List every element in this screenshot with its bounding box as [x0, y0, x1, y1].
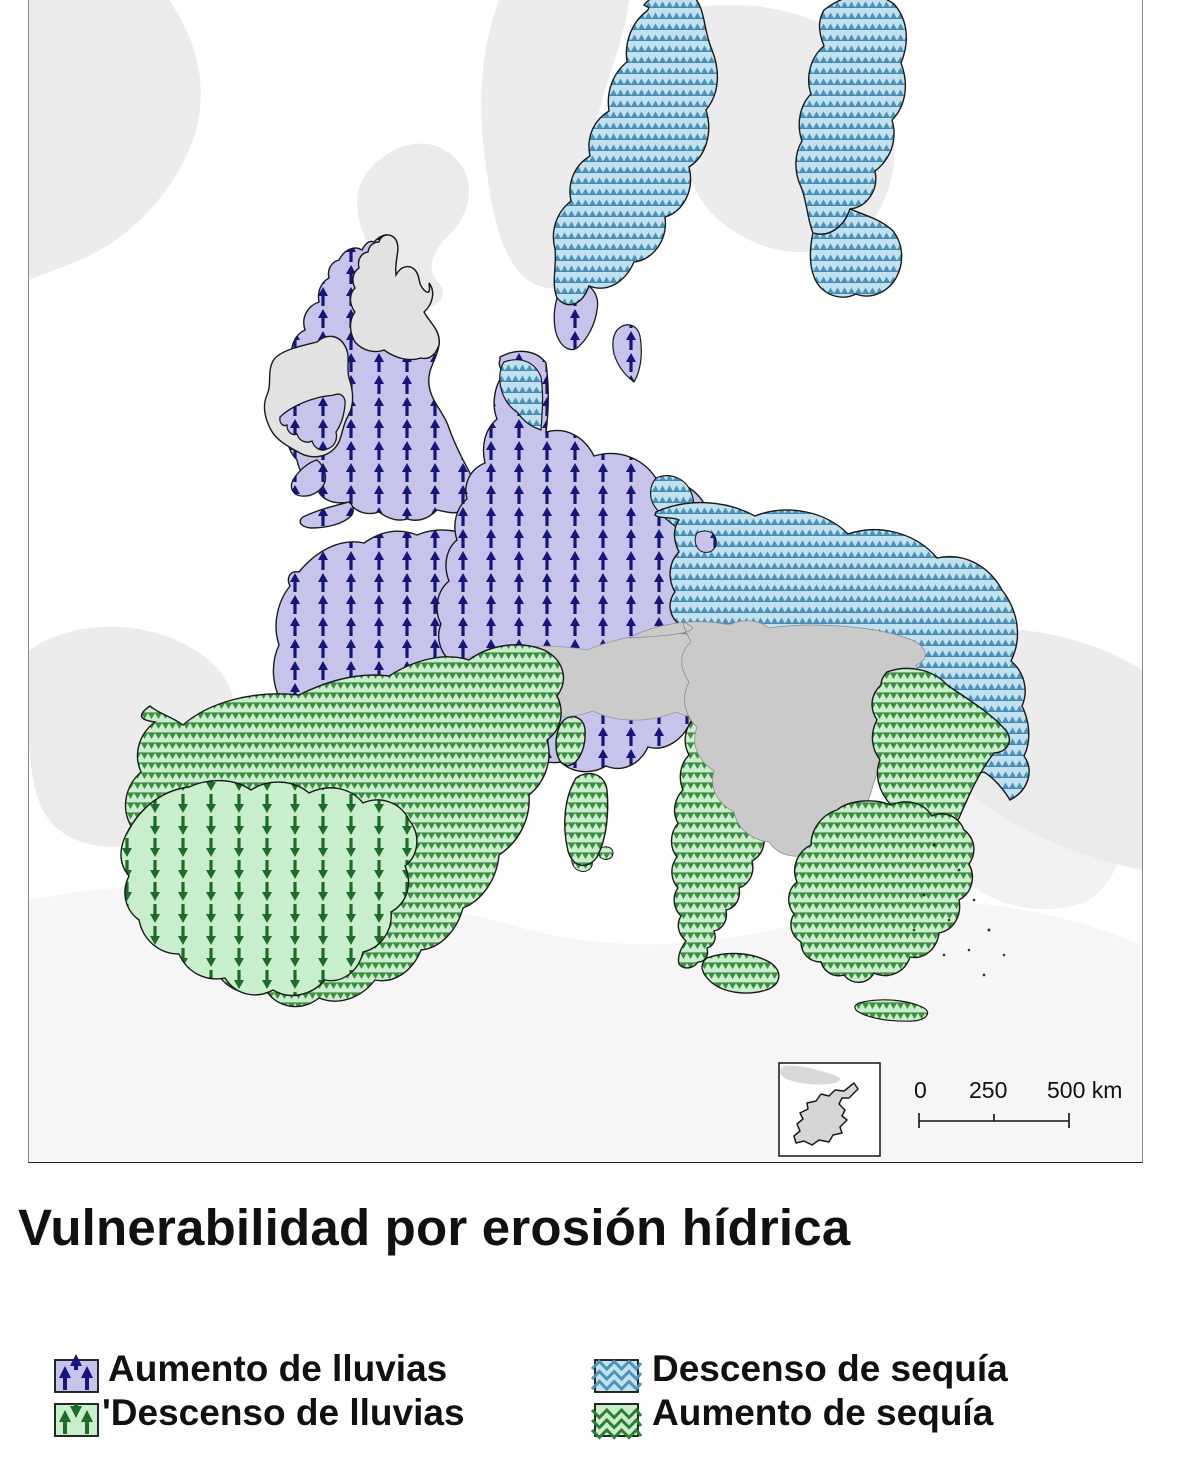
svg-text:0: 0 [914, 1077, 927, 1103]
svg-text:250: 250 [969, 1077, 1007, 1103]
svg-text:500 km: 500 km [1047, 1077, 1122, 1103]
